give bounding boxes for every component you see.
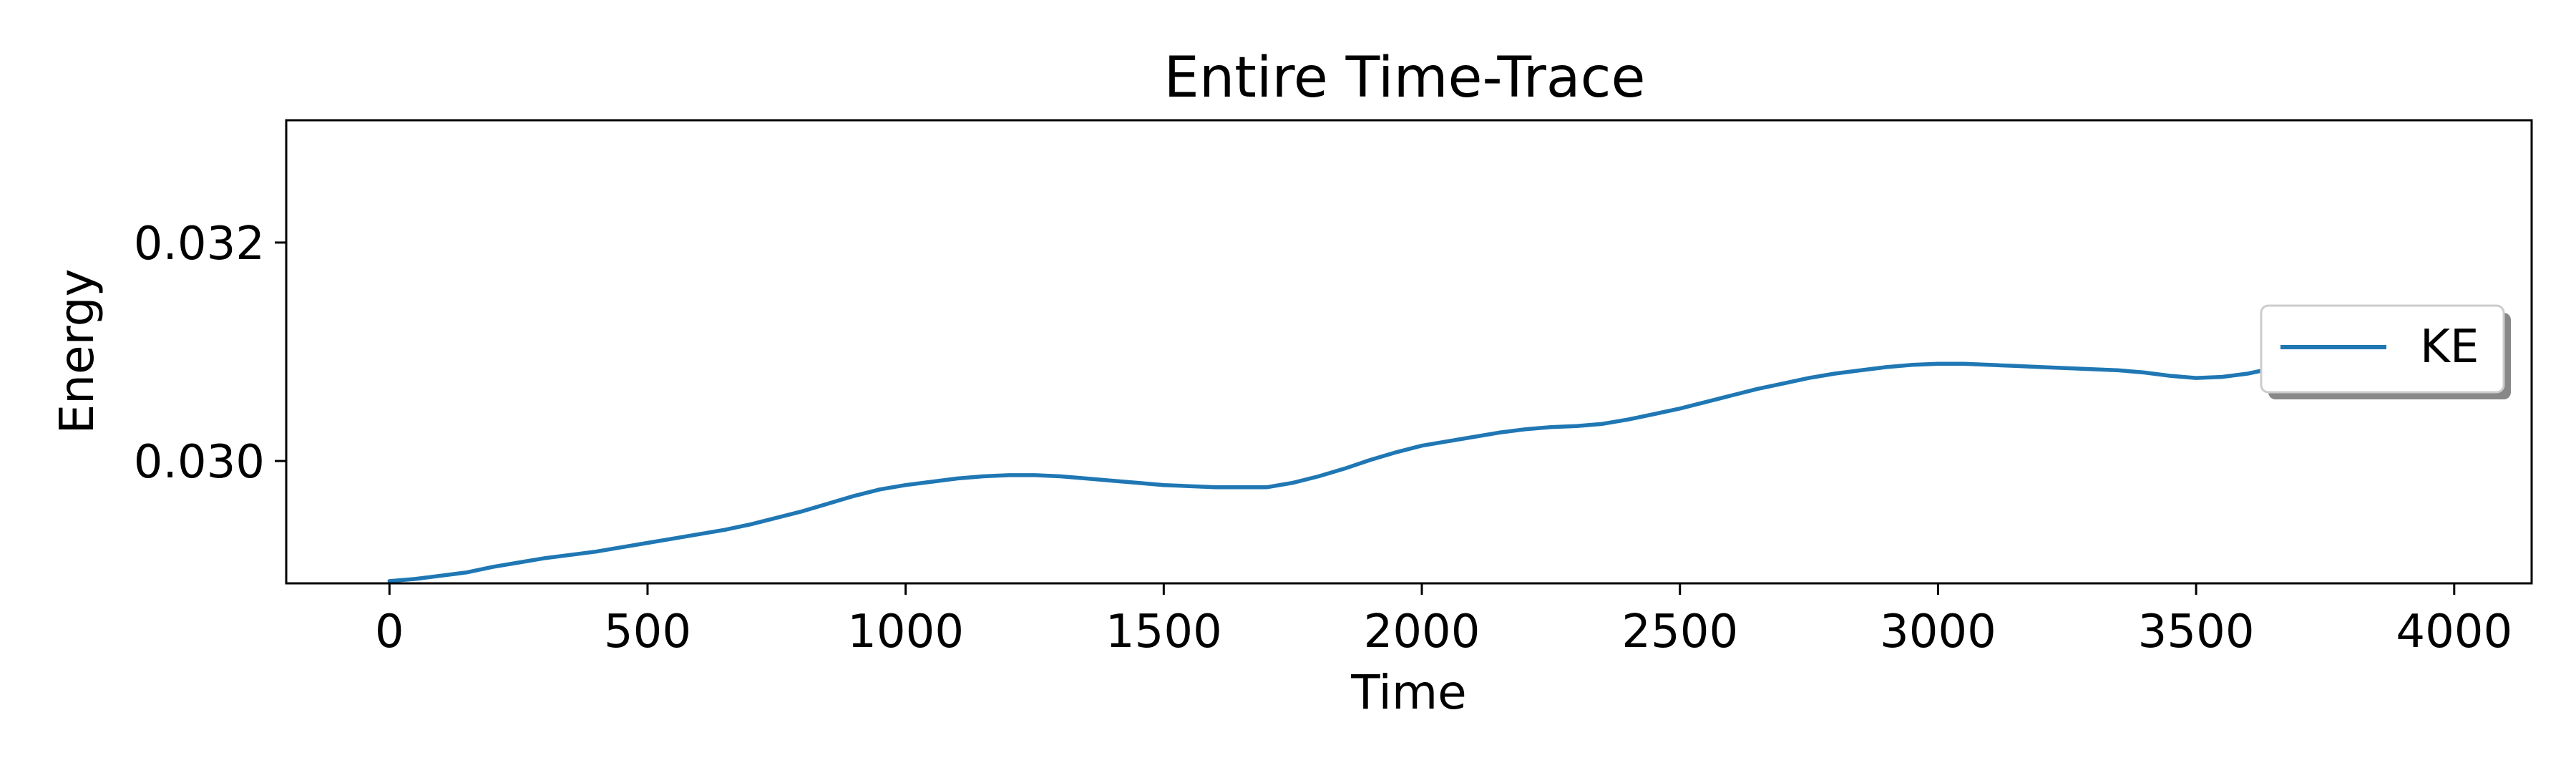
plot-frame — [285, 119, 2533, 585]
x-tick-label: 1500 — [1106, 606, 1222, 658]
y-tick-label: 0.032 — [134, 218, 265, 271]
x-tick-label: 1000 — [847, 606, 964, 658]
legend: KE — [2260, 304, 2511, 399]
y-axis: 0.030 0.032 — [134, 218, 286, 489]
series-line-ke — [387, 322, 2431, 583]
x-tick-label: 3000 — [1880, 606, 1996, 658]
chart-title: Entire Time-Trace — [1164, 46, 1646, 110]
x-tick-label: 2000 — [1364, 606, 1480, 658]
plot-area — [387, 322, 2431, 583]
x-tick-label: 4000 — [2396, 606, 2512, 658]
x-tick-label: 3500 — [2138, 606, 2255, 658]
x-tick-label: 500 — [604, 606, 691, 658]
legend-label-ke: KE — [2420, 321, 2479, 374]
y-axis-label: Energy — [49, 268, 104, 434]
x-axis: 0 500 1000 1500 2000 2500 3000 3500 4000 — [375, 583, 2512, 658]
x-axis-label: Time — [1350, 665, 1467, 720]
x-tick-label: 0 — [375, 606, 404, 658]
y-tick-label: 0.030 — [134, 436, 265, 489]
x-tick-label: 2500 — [1621, 606, 1738, 658]
